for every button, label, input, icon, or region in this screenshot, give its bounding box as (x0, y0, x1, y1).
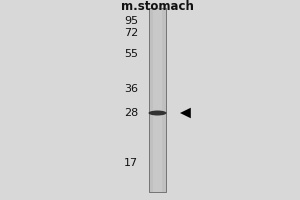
Text: 36: 36 (124, 84, 138, 94)
Text: 72: 72 (124, 28, 138, 38)
Text: 28: 28 (124, 108, 138, 118)
Polygon shape (180, 108, 191, 118)
Text: 17: 17 (124, 158, 138, 168)
Text: 55: 55 (124, 49, 138, 59)
Bar (153, 8, 162, 192)
Text: 95: 95 (124, 16, 138, 26)
Bar (148, 8, 166, 192)
Text: m.stomach: m.stomach (121, 0, 194, 13)
Ellipse shape (148, 110, 166, 116)
